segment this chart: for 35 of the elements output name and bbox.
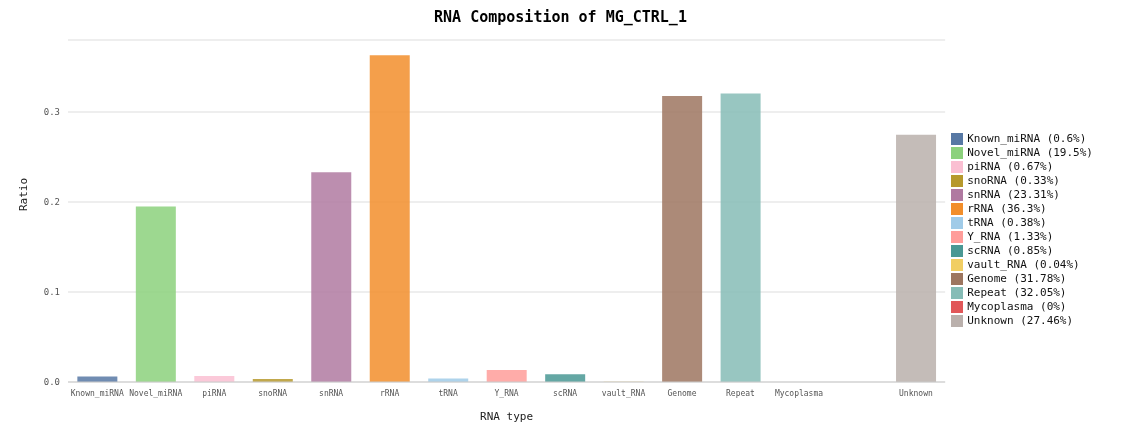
legend-label: Mycoplasma (0%) [967, 300, 1067, 313]
x-tick-label: Mycoplasma [774, 388, 824, 398]
y-tick-label: 0.2 [43, 197, 60, 208]
x-tick-label: Repeat [726, 388, 756, 398]
x-tick-label: snoRNA [258, 388, 288, 398]
y-tick-label: 0.1 [43, 287, 60, 298]
x-tick-label: scRNA [553, 388, 578, 398]
x-tick-label: rRNA [379, 388, 400, 398]
legend-label: Repeat (32.05%) [967, 286, 1067, 299]
y-tick-label: 0.3 [43, 107, 60, 118]
y-tick-label: 0.0 [43, 377, 60, 388]
x-tick-label: piRNA [202, 388, 227, 398]
legend-label: rRNA (36.3%) [967, 202, 1047, 215]
x-tick-label: Genome [667, 388, 697, 398]
x-tick-label: Novel_miRNA [129, 388, 183, 398]
x-tick-label: vault_RNA [601, 388, 646, 398]
x-axis-title: RNA type [480, 410, 534, 423]
legend-label: piRNA (0.67%) [967, 160, 1054, 173]
legend-label: Novel_miRNA (19.5%) [967, 146, 1093, 159]
x-tick-label: tRNA [438, 388, 458, 398]
legend-label: Genome (31.78%) [967, 272, 1067, 285]
x-tick-label: snRNA [319, 388, 344, 398]
legend-label: vault_RNA (0.04%) [967, 258, 1080, 271]
legend-label: Known_miRNA (0.6%) [967, 132, 1087, 145]
x-tick-label: Known_miRNA [70, 388, 124, 398]
x-tick-label: Unknown [899, 388, 933, 398]
legend-label: Unknown (27.46%) [967, 314, 1074, 327]
legend-label: Y_RNA (1.33%) [967, 230, 1054, 243]
y-axis-title: Ratio [16, 177, 30, 211]
legend-label: scRNA (0.85%) [967, 244, 1054, 257]
legend-label: tRNA (0.38%) [967, 216, 1047, 229]
x-tick-label: Y_RNA [494, 388, 519, 398]
legend-label: snRNA (23.31%) [967, 188, 1060, 201]
legend-label: snoRNA (0.33%) [967, 174, 1060, 187]
chart-title: RNA Composition of MG_CTRL_1 [433, 8, 688, 28]
